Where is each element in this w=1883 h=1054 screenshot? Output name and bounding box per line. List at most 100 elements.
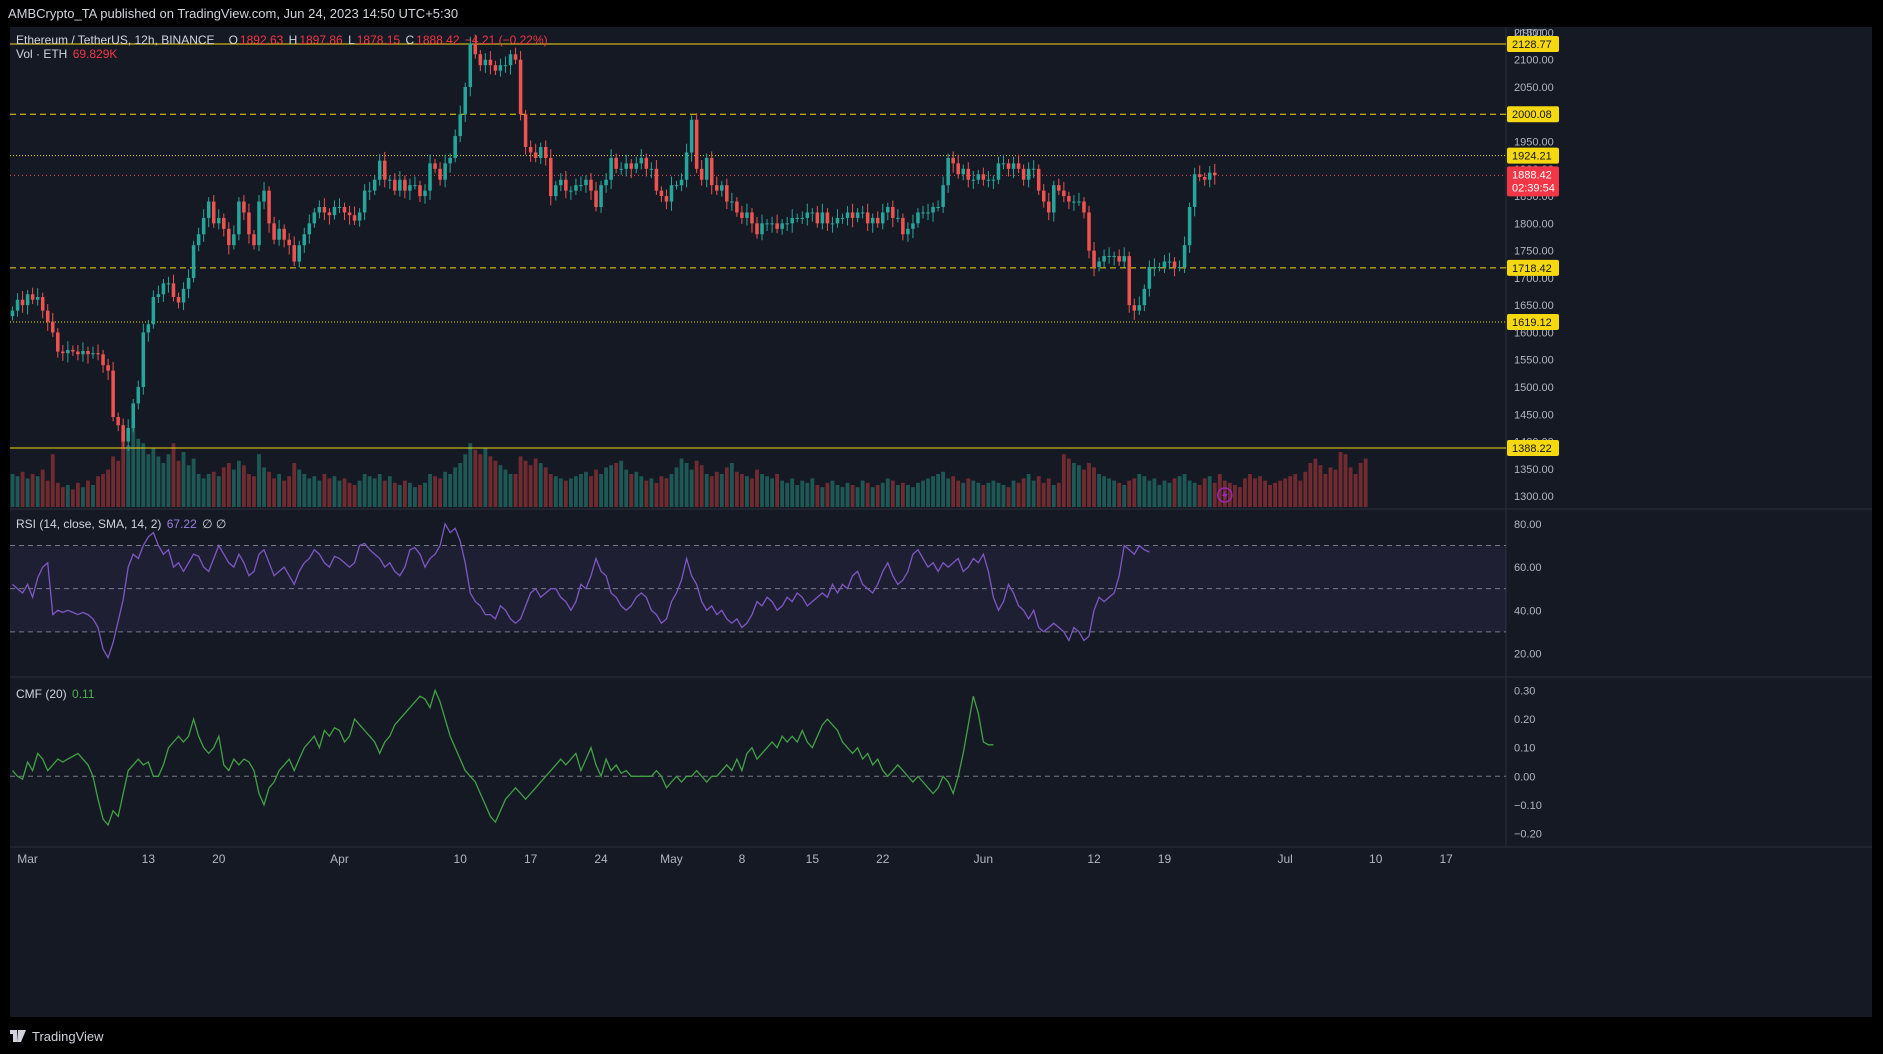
volume-bar [508, 474, 513, 507]
volume-bar [926, 478, 930, 507]
candle-body [252, 234, 256, 246]
time-tick-label: Apr [330, 852, 349, 866]
volume-bar [176, 460, 181, 507]
candle-body [237, 201, 241, 235]
publisher-text: AMBCrypto_TA published on TradingView.co… [8, 6, 459, 21]
candle-body [1046, 201, 1051, 213]
candle-body [896, 217, 900, 219]
volume-bar [679, 458, 684, 507]
cmf-tick-label: 0.10 [1514, 743, 1535, 755]
volume-bar [875, 485, 880, 507]
volume-bar [1248, 474, 1252, 507]
candle-body [649, 168, 654, 170]
candle-body [760, 223, 764, 235]
volume-bar [1011, 480, 1016, 507]
volume-bar [745, 476, 749, 507]
candle-body [111, 370, 115, 417]
candle-body [1087, 212, 1091, 251]
volume-bar [634, 471, 639, 507]
volume-title: Vol · ETH [16, 47, 68, 61]
candle-body [513, 54, 518, 60]
volume-bar [297, 469, 302, 507]
candle-body [699, 168, 704, 180]
candle-body [483, 59, 488, 66]
candle-body [1021, 168, 1026, 180]
volume-bar [1051, 485, 1056, 507]
candle-body [196, 234, 201, 246]
volume-bar [951, 476, 956, 507]
candle-body [659, 190, 664, 197]
volume-bar [558, 478, 563, 507]
volume-bar [1167, 482, 1172, 507]
volume-bar [40, 469, 45, 507]
level-tag-label: 1619.12 [1512, 317, 1552, 329]
volume-bar [639, 476, 644, 507]
candle-body [855, 212, 860, 218]
candle-body [1062, 190, 1066, 197]
candle-body [1137, 305, 1142, 311]
volume-bar [1061, 454, 1066, 507]
candle-body [20, 299, 25, 306]
time-tick-label: Mar [17, 852, 38, 866]
candle-body [951, 157, 955, 164]
candle-body [1212, 172, 1217, 176]
candle-body [679, 179, 684, 186]
volume-bar [1082, 469, 1086, 507]
volume-bar [433, 476, 437, 507]
candle-body [292, 245, 296, 262]
volume-bar [594, 469, 598, 507]
volume-bar [25, 478, 30, 507]
volume-bar [322, 474, 327, 507]
candle-body [720, 185, 724, 191]
volume-bar [513, 474, 518, 507]
time-tick-label: May [660, 852, 683, 866]
volume-bar [563, 480, 568, 507]
volume-bar [649, 478, 654, 507]
volume-bar [669, 474, 674, 507]
price-tick-label: 1750.00 [1514, 246, 1554, 258]
candle-body [473, 43, 478, 55]
volume-bar [704, 474, 709, 507]
candle-body [1052, 185, 1056, 213]
candle-body [347, 212, 352, 216]
volume-bar [282, 480, 287, 507]
volume-bar [272, 478, 277, 507]
candle-body [820, 212, 825, 224]
volume-bar [1026, 474, 1031, 507]
candle-body [624, 163, 628, 169]
candle-body [1172, 261, 1177, 267]
candle-body [56, 332, 60, 352]
candle-body [745, 212, 749, 218]
candle-body [1036, 168, 1041, 191]
volume-bar [916, 482, 920, 507]
volume-bar [111, 456, 116, 507]
candle-body [302, 234, 307, 246]
candle-body [1092, 250, 1096, 267]
volume-bar [805, 482, 810, 507]
chart-canvas[interactable]: 2150.002100.002050.002000.001950.001900.… [10, 27, 1872, 1017]
candle-body [1026, 168, 1031, 180]
time-tick-label: Jun [974, 852, 993, 866]
rsi-tick-label: 40.00 [1514, 605, 1542, 617]
chart-area[interactable]: 2150.002100.002050.002000.001950.001900.… [10, 27, 1872, 1017]
volume-bar [966, 478, 971, 507]
candle-body [282, 228, 286, 240]
candle-body [317, 207, 322, 213]
candle-body [267, 190, 271, 224]
candle-body [840, 217, 845, 219]
volume-bar [106, 469, 111, 507]
volume-bar [709, 476, 714, 507]
level-tag [1507, 314, 1559, 331]
candle-body [312, 212, 317, 224]
volume-bar [191, 458, 196, 507]
volume-bar [141, 443, 146, 507]
candle-body [86, 351, 90, 355]
volume-bar [1177, 476, 1182, 507]
price-tick-label: 1800.00 [1514, 218, 1554, 230]
volume-bar [1137, 474, 1142, 507]
volume-bar [75, 482, 80, 507]
volume-bar [1127, 480, 1132, 507]
volume-bar [382, 480, 387, 507]
volume-bar [1041, 482, 1046, 507]
volume-bar [1122, 485, 1127, 507]
